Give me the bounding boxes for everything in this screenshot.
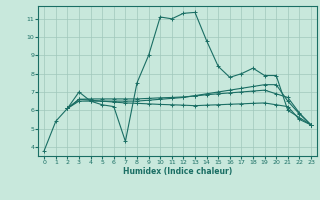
X-axis label: Humidex (Indice chaleur): Humidex (Indice chaleur) bbox=[123, 167, 232, 176]
